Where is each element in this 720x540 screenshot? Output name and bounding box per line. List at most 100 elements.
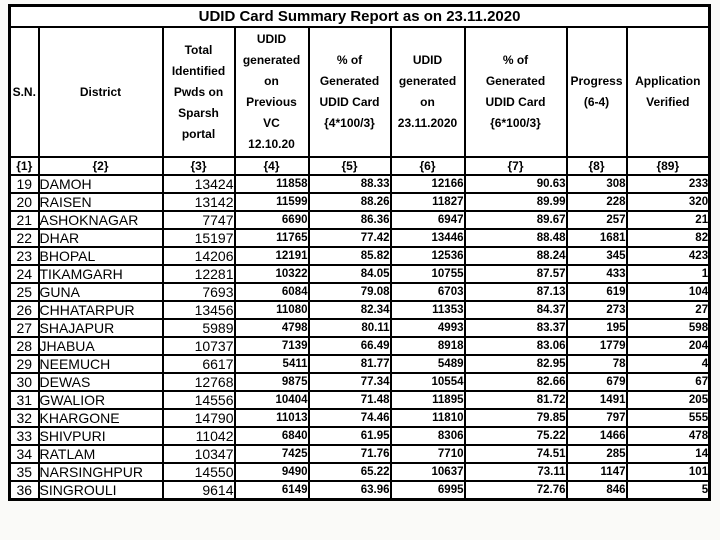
cell-sn: 23	[8, 246, 40, 266]
cell-total-identified: 7693	[161, 282, 236, 302]
col-number-5: {5}	[307, 156, 392, 176]
col-header-app-verified: Application Verified	[625, 26, 711, 158]
cell-udid-previous: 6149	[233, 480, 310, 501]
cell-district: SINGROULI	[37, 480, 164, 501]
cell-pct-previous: 77.42	[307, 228, 392, 248]
cell-udid-current: 12536	[389, 246, 466, 266]
table-row: 36 SINGROULI 9614 6149 63.96 6995 72.76 846 5	[8, 480, 711, 501]
cell-pct-previous: 66.49	[307, 336, 392, 356]
cell-pct-current: 90.63	[463, 174, 568, 194]
table-row: 24 TIKAMGARH 12281 10322 84.05 10755 87.57 433 1	[8, 264, 711, 284]
cell-udid-previous: 10404	[233, 390, 310, 410]
header-row: S.N. District Total Identified Pwds on S…	[8, 26, 711, 158]
cell-district: JHABUA	[37, 336, 164, 356]
table-row: 27 SHAJAPUR 5989 4798 80.11 4993 83.37 195 598	[8, 318, 711, 338]
cell-district: GUNA	[37, 282, 164, 302]
cell-pct-current: 81.72	[463, 390, 568, 410]
cell-progress: 1779	[565, 336, 628, 356]
cell-pct-previous: 82.34	[307, 300, 392, 320]
col-header-udid-current: UDID generated on 23.11.2020	[389, 26, 466, 158]
cell-sn: 25	[8, 282, 40, 302]
cell-pct-current: 73.11	[463, 462, 568, 482]
cell-sn: 21	[8, 210, 40, 230]
cell-progress: 195	[565, 318, 628, 338]
table-row: 25 GUNA 7693 6084 79.08 6703 87.13 619 104	[8, 282, 711, 302]
col-number-7: {7}	[463, 156, 568, 176]
col-header-udid-previous: UDID generated on Previous VC 12.10.20	[233, 26, 310, 158]
cell-pct-current: 72.76	[463, 480, 568, 501]
cell-udid-previous: 11080	[233, 300, 310, 320]
cell-application-verified: 14	[625, 444, 711, 464]
cell-district: SHIVPURI	[37, 426, 164, 446]
cell-application-verified: 1	[625, 264, 711, 284]
cell-total-identified: 12281	[161, 264, 236, 284]
col-number-4: {4}	[233, 156, 310, 176]
cell-udid-current: 10755	[389, 264, 466, 284]
cell-udid-current: 8918	[389, 336, 466, 356]
cell-application-verified: 67	[625, 372, 711, 392]
cell-pct-previous: 81.77	[307, 354, 392, 374]
cell-pct-current: 89.99	[463, 192, 568, 212]
table-row: 28 JHABUA 10737 7139 66.49 8918 83.06 1779 204	[8, 336, 711, 356]
cell-total-identified: 10347	[161, 444, 236, 464]
cell-udid-previous: 11013	[233, 408, 310, 428]
table-row: 33 SHIVPURI 11042 6840 61.95 8306 75.22 1466 478	[8, 426, 711, 446]
cell-pct-previous: 86.36	[307, 210, 392, 230]
cell-application-verified: 82	[625, 228, 711, 248]
cell-udid-previous: 5411	[233, 354, 310, 374]
cell-total-identified: 14206	[161, 246, 236, 266]
col-header-sn: S.N.	[8, 26, 40, 158]
cell-sn: 19	[8, 174, 40, 194]
cell-udid-previous: 11765	[233, 228, 310, 248]
cell-sn: 20	[8, 192, 40, 212]
cell-pct-current: 74.51	[463, 444, 568, 464]
cell-application-verified: 478	[625, 426, 711, 446]
cell-application-verified: 205	[625, 390, 711, 410]
cell-application-verified: 101	[625, 462, 711, 482]
cell-application-verified: 4	[625, 354, 711, 374]
cell-application-verified: 320	[625, 192, 711, 212]
cell-udid-previous: 7139	[233, 336, 310, 356]
cell-progress: 846	[565, 480, 628, 501]
cell-udid-current: 6703	[389, 282, 466, 302]
cell-progress: 1681	[565, 228, 628, 248]
table-body: 19 DAMOH 13424 11858 88.33 12166 90.63 308 233 20…	[8, 174, 711, 501]
col-header-pct-previous: % of Generated UDID Card {4*100/3}	[307, 26, 392, 158]
cell-pct-current: 75.22	[463, 426, 568, 446]
cell-district: DEWAS	[37, 372, 164, 392]
cell-district: RATLAM	[37, 444, 164, 464]
cell-udid-current: 7710	[389, 444, 466, 464]
cell-progress: 1147	[565, 462, 628, 482]
cell-udid-previous: 7425	[233, 444, 310, 464]
col-number-2: {2}	[37, 156, 164, 176]
cell-application-verified: 204	[625, 336, 711, 356]
cell-progress: 228	[565, 192, 628, 212]
cell-pct-previous: 71.76	[307, 444, 392, 464]
cell-progress: 1491	[565, 390, 628, 410]
table-row: 23 BHOPAL 14206 12191 85.82 12536 88.24 345 423	[8, 246, 711, 266]
cell-udid-previous: 6840	[233, 426, 310, 446]
cell-progress: 1466	[565, 426, 628, 446]
cell-udid-current: 5489	[389, 354, 466, 374]
col-header-pct-current: % of Generated UDID Card {6*100/3}	[463, 26, 568, 158]
cell-total-identified: 12768	[161, 372, 236, 392]
table-row: 26 CHHATARPUR 13456 11080 82.34 11353 84.37 273…	[8, 300, 711, 320]
column-number-row: {1} {2} {3} {4} {5} {6} {7} {8} {89}	[8, 156, 711, 176]
cell-progress: 619	[565, 282, 628, 302]
cell-udid-previous: 9875	[233, 372, 310, 392]
cell-pct-previous: 80.11	[307, 318, 392, 338]
table-row: 21 ASHOKNAGAR 7747 6690 86.36 6947 89.67 257 21	[8, 210, 711, 230]
cell-district: NEEMUCH	[37, 354, 164, 374]
cell-udid-current: 6995	[389, 480, 466, 501]
col-header-district: District	[37, 26, 164, 158]
cell-total-identified: 7747	[161, 210, 236, 230]
cell-total-identified: 9614	[161, 480, 236, 501]
report-title: UDID Card Summary Report as on 23.11.202…	[8, 4, 711, 28]
cell-application-verified: 21	[625, 210, 711, 230]
cell-pct-previous: 84.05	[307, 264, 392, 284]
table-row: 20 RAISEN 13142 11599 88.26 11827 89.99 228 320	[8, 192, 711, 212]
cell-sn: 33	[8, 426, 40, 446]
cell-pct-previous: 88.26	[307, 192, 392, 212]
cell-udid-current: 12166	[389, 174, 466, 194]
cell-district: DHAR	[37, 228, 164, 248]
